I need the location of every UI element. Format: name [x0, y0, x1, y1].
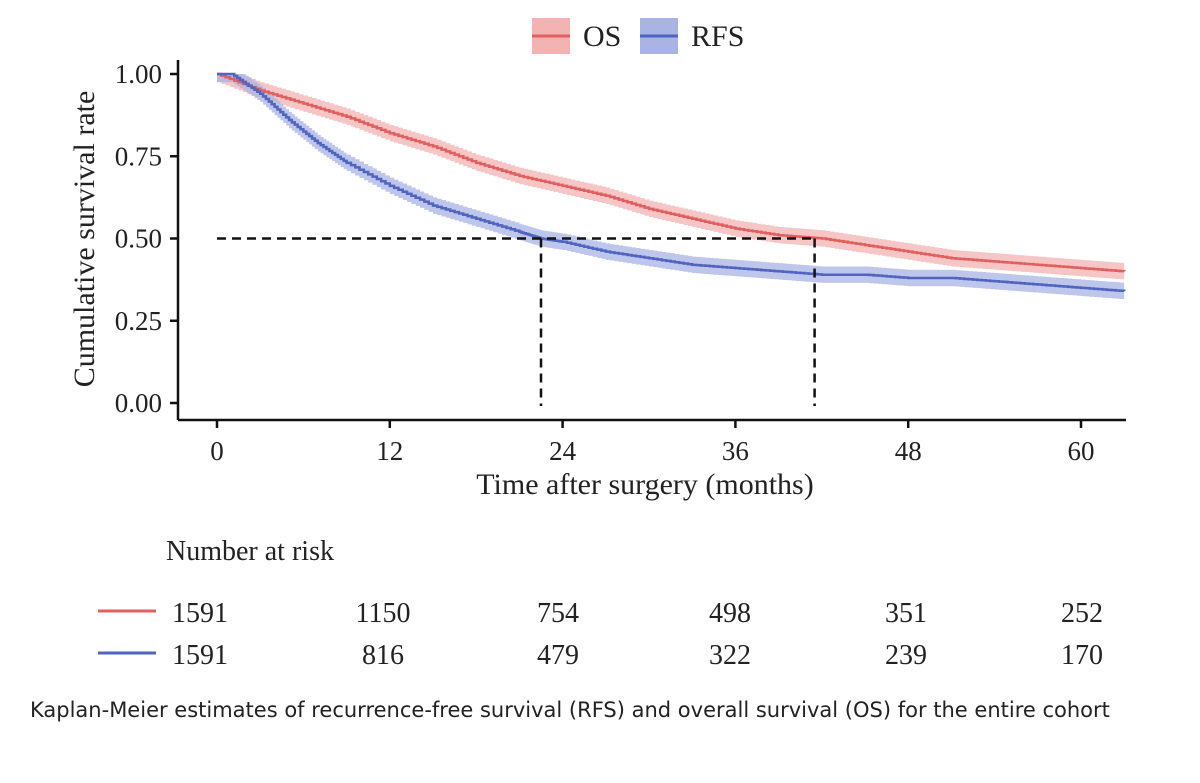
- x-ticks: 0 12 24 36 48 60: [210, 420, 1095, 466]
- curve-os: [217, 72, 1126, 273]
- risk-cell-os: 252: [1061, 598, 1103, 629]
- risk-table-title: Number at risk: [166, 536, 334, 567]
- ci-band-os: [217, 74, 1125, 280]
- y-axis-title: Cumulative survival rate: [68, 91, 101, 388]
- median-reference-lines: [217, 237, 816, 406]
- confidence-bands: [217, 74, 1125, 300]
- risk-cell-rfs: 170: [1061, 640, 1103, 671]
- risk-cell-os: 351: [885, 598, 927, 629]
- y-tick-label: 0.25: [115, 306, 162, 336]
- curve-rfs: [217, 72, 1126, 293]
- y-tick-label: 0.75: [115, 141, 162, 171]
- risk-cell-rfs: 322: [709, 640, 751, 671]
- risk-cell-rfs: 816: [362, 640, 404, 671]
- risk-cell-rfs: 479: [537, 640, 579, 671]
- risk-cell-os: 1150: [356, 598, 411, 629]
- y-ticks: 0.00 0.25 0.50 0.75 1.00: [115, 59, 178, 418]
- y-tick-label: 1.00: [115, 59, 162, 89]
- risk-cell-os: 498: [709, 598, 751, 629]
- legend-label-rfs: RFS: [691, 20, 744, 53]
- x-tick-label: 12: [376, 436, 403, 466]
- y-tick-label: 0.00: [115, 388, 162, 418]
- risk-cell-os: 1591: [172, 598, 228, 629]
- x-tick-label: 24: [549, 436, 577, 466]
- y-tick-label: 0.50: [115, 224, 162, 254]
- legend: OS RFS: [532, 18, 744, 54]
- risk-table: Number at risk 1591 1150 754 498 351 252 1591 8…: [98, 536, 1103, 671]
- risk-cell-rfs: 239: [885, 640, 927, 671]
- x-tick-label: 48: [895, 436, 922, 466]
- x-axis-title: Time after surgery (months): [476, 468, 813, 501]
- risk-cell-os: 754: [537, 598, 579, 629]
- survival-curves: [217, 72, 1126, 293]
- x-tick-label: 36: [722, 436, 749, 466]
- x-tick-label: 60: [1068, 436, 1095, 466]
- x-tick-label: 0: [210, 436, 224, 466]
- risk-cell-rfs: 1591: [172, 640, 228, 671]
- figure-caption: Kaplan-Meier estimates of recurrence-fre…: [30, 698, 1110, 722]
- legend-label-os: OS: [583, 20, 621, 53]
- km-chart: OS RFS Cumulative survival rate 0.00 0.25…: [68, 18, 1126, 671]
